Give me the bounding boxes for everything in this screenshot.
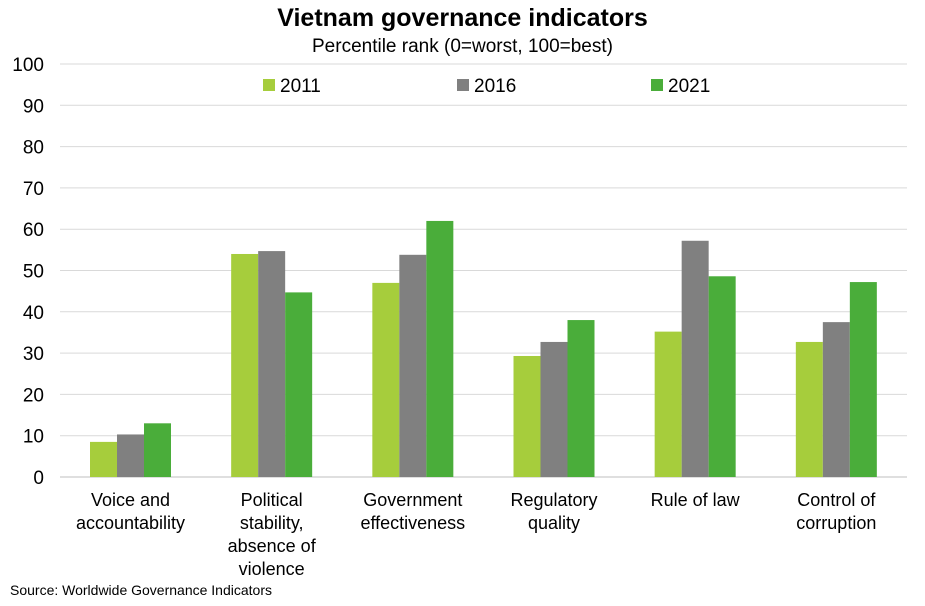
bar-2016-3 [540,341,568,477]
category-label: violence [239,559,305,579]
chart-subtitle: Percentile rank (0=worst, 100=best) [312,36,613,57]
category-label: Control of [797,490,876,510]
bar-2021-3 [567,320,595,477]
y-tick-label: 100 [12,55,44,76]
y-tick-label: 10 [23,427,44,448]
bar-2011-5 [795,341,823,477]
legend-swatch-2016 [457,79,469,91]
category-label: quality [528,513,580,533]
y-tick-label: 40 [23,303,44,324]
bar-2011-4 [654,331,682,477]
category-label: accountability [76,513,185,533]
legend-swatch-2011 [263,79,275,91]
bar-2011-2 [372,282,400,477]
legend-label-2021: 2021 [668,76,710,97]
source-note: Source: Worldwide Governance Indicators [10,582,272,598]
bar-2011-3 [513,355,541,477]
bar-2011-0 [90,441,117,477]
category-label: effectiveness [360,513,465,533]
category-label: Rule of law [651,490,741,510]
category-label: stability, [240,513,304,533]
y-tick-label: 70 [23,179,44,200]
chart-title: Vietnam governance indicators [277,4,648,32]
category-label: corruption [796,513,876,533]
bar-2016-0 [117,434,144,477]
y-tick-label: 90 [23,96,44,117]
bars [90,220,877,477]
y-tick-label: 50 [23,262,44,283]
bar-2021-2 [426,220,454,477]
y-tick-label: 60 [23,220,44,241]
bar-2011-1 [231,253,259,477]
bar-2021-1 [285,292,313,477]
y-tick-label: 20 [23,385,44,406]
category-label: Voice and [91,490,170,510]
bar-2016-1 [258,251,286,477]
category-label: Regulatory [510,490,597,510]
category-label: absence of [228,536,317,556]
bar-2021-5 [849,282,877,477]
category-label: Government [363,490,462,510]
category-label: Political [241,490,303,510]
bar-2016-4 [681,240,709,477]
legend-label-2011: 2011 [280,76,321,97]
bar-2021-4 [708,276,736,477]
y-tick-labels: 0 10 20 30 40 50 60 70 80 90 100 [12,55,44,489]
legend-label-2016: 2016 [474,76,516,97]
bar-2016-5 [822,322,850,477]
legend-swatch-2021 [651,79,663,91]
category-labels: Voice and accountability Political stabilit… [76,490,876,579]
y-tick-label: 80 [23,138,44,159]
gridlines [60,63,907,478]
legend: 2011 2016 2021 [263,76,710,97]
bar-2021-0 [144,423,171,477]
y-tick-label: 30 [23,344,44,365]
bar-2016-2 [399,254,427,477]
y-tick-label: 0 [33,468,44,489]
